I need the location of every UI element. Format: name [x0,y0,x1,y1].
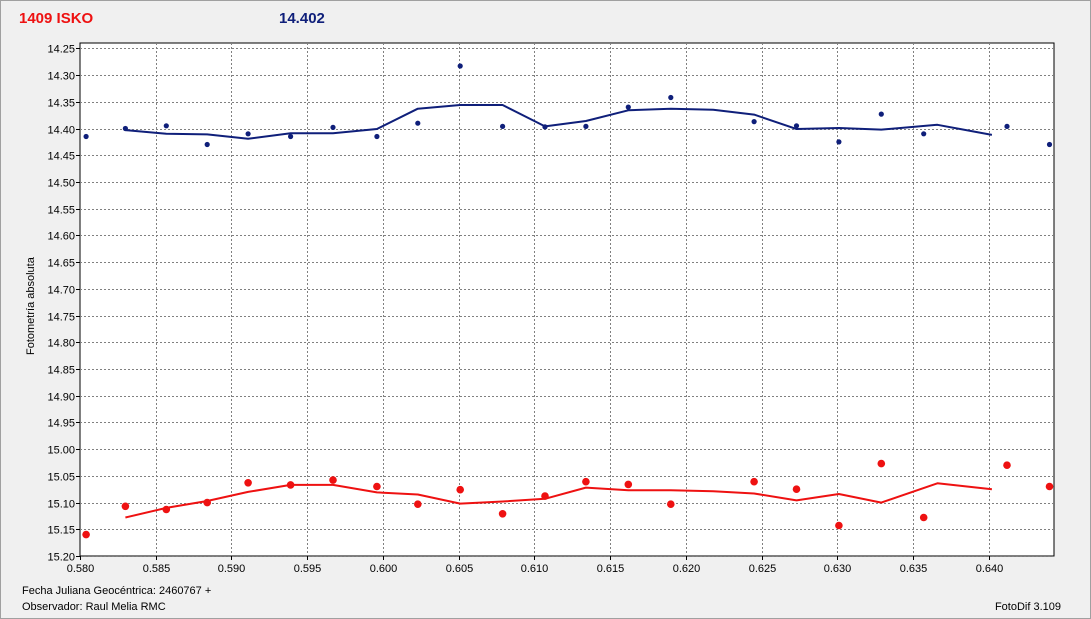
y-tick-label: 14.70 [47,285,75,297]
y-tick-label: 14.80 [47,338,75,350]
red-data-point [792,485,801,494]
blue-data-point [457,63,463,69]
plot-background [79,42,1055,557]
y-tick-label: 14.90 [47,392,75,404]
y-tick-label: 15.00 [47,445,75,457]
red-data-point [624,480,633,489]
x-tick-label: 0.595 [294,563,322,575]
y-tick-label: 14.95 [47,418,75,430]
y-tick-label: 14.75 [47,312,75,324]
red-data-point [1045,482,1054,491]
red-data-point [121,502,130,511]
red-data-point [286,481,295,489]
y-tick-label: 14.40 [47,125,75,137]
blue-data-point [245,131,251,137]
red-data-point [919,513,928,522]
blue-data-point [83,133,89,140]
y-tick-label: 14.50 [47,178,75,190]
red-data-point [835,521,843,530]
red-data-point [329,476,337,484]
red-data-point [456,485,465,494]
y-tick-label: 14.65 [47,258,75,270]
red-data-point [498,510,507,518]
y-tick-label: 14.60 [47,231,75,243]
red-data-point [203,498,211,507]
y-tick-label: 15.15 [47,525,75,537]
blue-data-point [542,124,548,130]
x-tick-label: 0.625 [749,563,777,575]
x-tick-label: 0.590 [218,563,246,575]
y-axis-ticks: 14.25 14.30 14.35 14.40 14.45 14.50 14.55 14.60… [47,44,80,564]
x-tick-label: 0.635 [900,563,928,575]
blue-data-point [374,133,380,140]
red-data-point [667,500,675,509]
blue-data-point [330,124,336,130]
series-layer [82,63,1054,539]
blue-data-point [1004,123,1010,129]
blue-data-point [751,119,757,125]
x-tick-label: 0.605 [446,563,474,575]
software-label: FotoDif 3.109 [994,601,1061,613]
grid-lines [80,43,1054,557]
y-tick-label: 14.25 [47,44,75,56]
red-data-point [414,500,422,509]
date-label: Fecha Juliana Geocéntrica: 2460767 + [22,585,212,597]
x-tick-label: 0.620 [673,563,701,575]
y-tick-label: 14.30 [47,71,75,83]
x-axis-ticks: 0.580 0.585 0.590 0.595 0.600 0.605 0.610 0.615… [67,556,1004,575]
y-tick-label: 14.45 [47,151,75,163]
blue-data-point [583,123,589,129]
red-data-point [750,477,758,486]
blue-data-point [625,104,631,110]
blue-data-point [878,111,884,117]
blue-data-point [163,123,169,129]
blue-data-point [1046,141,1053,148]
x-tick-label: 0.585 [143,563,171,575]
blue-data-point [921,131,927,137]
y-tick-label: 14.85 [47,365,75,377]
blue-data-point [668,94,674,101]
red-data-point [373,482,381,491]
x-tick-label: 0.610 [521,563,549,575]
red-data-point [244,479,252,487]
blue-data-point [415,120,421,126]
x-tick-label: 0.600 [370,563,398,575]
blue-data-point [288,133,294,140]
x-tick-label: 0.630 [824,563,852,575]
observer-label: Observador: Raul Melia RMC [22,601,166,613]
red-data-point [1003,461,1011,470]
x-tick-label: 0.580 [67,563,95,575]
y-tick-label: 15.10 [47,499,75,511]
x-tick-label: 0.615 [597,563,625,575]
blue-data-point [836,139,842,145]
blue-data-point [204,141,210,148]
red-data-point [582,477,590,486]
red-data-point [162,505,171,514]
blue-data-point [122,125,128,132]
y-tick-label: 14.55 [47,205,75,217]
y-tick-label: 15.20 [47,552,75,564]
blue-data-point [793,123,800,129]
mean-value: 14.402 [279,10,325,27]
blue-data-point [500,123,506,129]
y-axis-label: Fotometría absoluta [25,257,37,355]
red-data-point [877,459,886,468]
red-data-point [541,492,549,500]
x-tick-label: 0.640 [976,563,1004,575]
object-title: 1409 ISKO [19,10,94,27]
red-data-point [82,530,90,539]
y-tick-label: 14.35 [47,98,75,110]
y-tick-label: 15.05 [47,472,75,484]
